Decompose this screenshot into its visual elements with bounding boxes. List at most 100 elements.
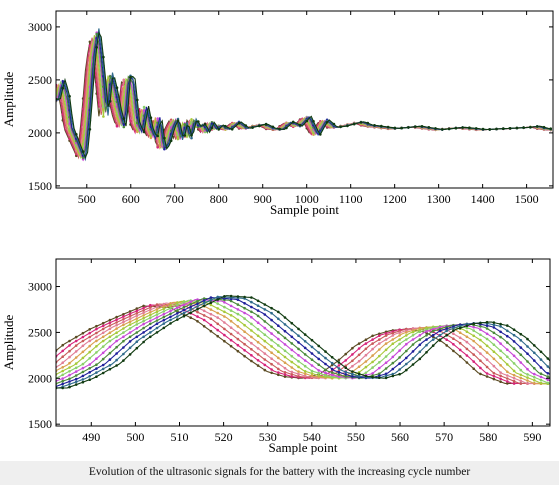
data-point xyxy=(398,334,401,337)
data-point xyxy=(434,127,437,130)
data-point xyxy=(317,351,321,354)
data-point xyxy=(492,350,496,354)
data-point xyxy=(283,316,287,319)
data-point xyxy=(135,331,139,334)
data-point xyxy=(465,361,469,364)
data-point xyxy=(135,307,139,310)
data-point xyxy=(277,337,280,341)
data-point xyxy=(108,345,112,349)
data-point xyxy=(465,326,469,330)
data-point xyxy=(122,327,125,330)
data-point xyxy=(357,365,361,369)
data-point xyxy=(305,119,309,123)
data-point xyxy=(533,372,536,376)
data-point xyxy=(378,334,381,338)
data-point xyxy=(182,300,186,304)
data-point xyxy=(526,337,529,341)
data-point xyxy=(364,365,368,369)
data-point xyxy=(359,121,363,124)
data-point xyxy=(81,362,85,366)
data-point xyxy=(519,379,523,383)
data-point xyxy=(378,361,381,364)
data-point xyxy=(344,364,348,368)
data-point xyxy=(364,374,368,378)
data-point xyxy=(364,371,368,375)
data-point xyxy=(310,352,314,355)
data-point xyxy=(539,366,543,369)
data-point xyxy=(479,333,482,337)
data-point xyxy=(506,324,509,327)
data-point xyxy=(136,98,139,102)
data-point xyxy=(135,323,139,326)
data-point xyxy=(506,370,509,374)
data-point xyxy=(285,126,288,130)
data-point xyxy=(68,339,71,343)
data-point xyxy=(405,331,408,334)
data-point xyxy=(250,305,253,309)
data-point xyxy=(182,314,186,318)
data-point xyxy=(411,338,415,341)
x-tick-label: 520 xyxy=(215,430,233,444)
data-point xyxy=(337,361,341,364)
data-point xyxy=(472,367,476,371)
data-point xyxy=(68,373,71,377)
data-point xyxy=(217,128,220,131)
data-point xyxy=(290,328,294,332)
data-point xyxy=(324,368,327,372)
data-point xyxy=(243,323,246,327)
data-point xyxy=(290,342,294,345)
data-point xyxy=(142,319,145,323)
data-point xyxy=(351,364,354,368)
data-point xyxy=(223,333,226,337)
data-point xyxy=(499,371,502,374)
data-point xyxy=(371,342,374,345)
y-tick-label: 2000 xyxy=(28,371,52,385)
data-point xyxy=(283,355,287,359)
data-point xyxy=(256,353,260,356)
data-point xyxy=(420,125,424,128)
data-point xyxy=(256,321,260,325)
data-point xyxy=(169,312,172,316)
data-point xyxy=(391,372,395,376)
data-point xyxy=(256,334,260,338)
data-point xyxy=(452,332,455,336)
data-point xyxy=(95,345,98,348)
data-point xyxy=(317,369,321,372)
data-point xyxy=(526,379,529,382)
data-point xyxy=(176,119,180,122)
data-point xyxy=(122,315,125,318)
data-point xyxy=(542,125,546,129)
data-point xyxy=(425,330,428,333)
data-point xyxy=(290,375,294,378)
data-point xyxy=(115,86,119,89)
data-point xyxy=(162,305,166,308)
data-point xyxy=(337,367,341,370)
data-point xyxy=(413,125,417,128)
data-point xyxy=(169,307,172,310)
data-point xyxy=(68,349,71,353)
data-point xyxy=(108,321,112,325)
data-point xyxy=(533,344,536,347)
data-point xyxy=(317,344,321,348)
data-point xyxy=(122,318,125,321)
x-tick-label: 1500 xyxy=(515,192,539,206)
data-point xyxy=(108,100,112,103)
data-point xyxy=(474,127,478,130)
data-point xyxy=(229,326,233,330)
data-point xyxy=(95,331,98,335)
data-point xyxy=(163,143,166,146)
data-point xyxy=(101,351,105,355)
data-point xyxy=(479,352,482,355)
data-point xyxy=(101,339,105,343)
data-point xyxy=(176,304,179,307)
data-point xyxy=(122,335,125,339)
data-point xyxy=(452,327,455,330)
data-point xyxy=(216,307,219,310)
data-point xyxy=(250,310,253,314)
data-point xyxy=(236,325,240,328)
data-point xyxy=(115,124,119,128)
data-point xyxy=(512,328,516,332)
data-point xyxy=(229,304,233,308)
data-point xyxy=(499,380,502,384)
data-point xyxy=(371,334,374,338)
